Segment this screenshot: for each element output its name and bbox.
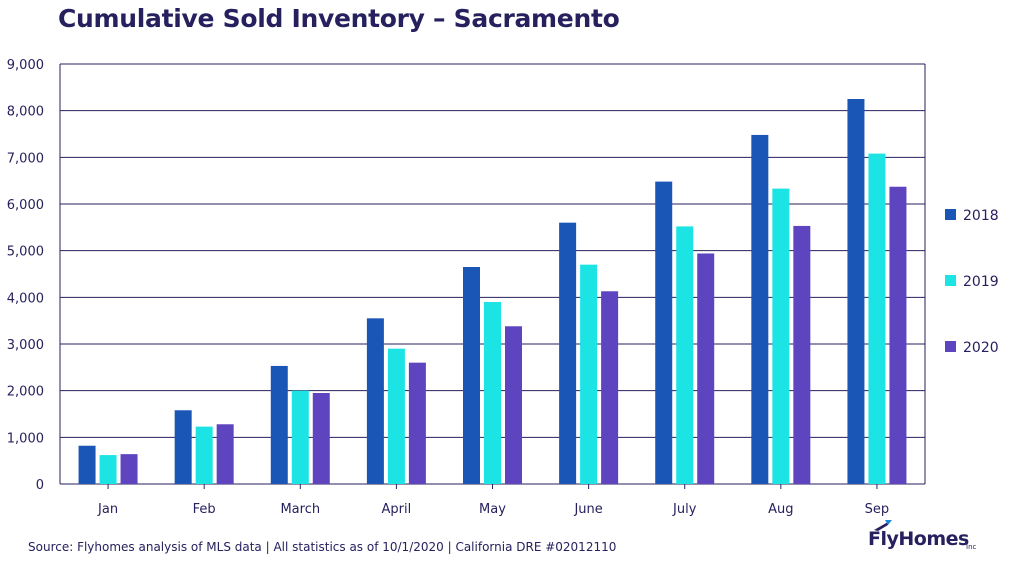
y-tick-label: 8,000 <box>7 105 44 120</box>
axes: 0 1,000 2,000 3,000 4,000 5,000 6,000 7,000 8,00… <box>7 58 889 517</box>
x-tick-label: June <box>573 502 602 517</box>
x-tick-label: April <box>382 502 412 517</box>
bar-2020 <box>216 424 234 484</box>
logo-text: FlyHomes <box>868 528 969 550</box>
bar-2019 <box>868 153 886 484</box>
bar-2020 <box>120 454 138 484</box>
legend-swatch-2018 <box>945 209 956 220</box>
logo-sub: Inc <box>966 543 977 551</box>
bar-2018 <box>751 134 769 484</box>
y-tick-label: 4,000 <box>7 291 44 306</box>
x-tick-label: July <box>672 502 697 517</box>
legend: 2018 2019 2020 <box>945 208 999 356</box>
bar-2019 <box>99 455 117 484</box>
bar-2020 <box>601 291 619 484</box>
bar-2019 <box>291 390 309 484</box>
legend-label: 2020 <box>963 340 999 356</box>
bar-2018 <box>463 267 480 484</box>
y-tick-label: 3,000 <box>7 338 44 353</box>
x-tick-label: Jan <box>97 502 118 517</box>
x-tick-label: Aug <box>768 502 793 517</box>
bar-2019 <box>772 188 790 484</box>
legend-label: 2019 <box>963 274 999 290</box>
bar-2019 <box>580 264 598 484</box>
y-tick-label: 0 <box>36 478 44 493</box>
source-note: Source: Flyhomes analysis of MLS data | … <box>28 540 617 554</box>
bar-2019 <box>195 426 213 484</box>
bar-2020 <box>408 362 426 484</box>
chart-title: Cumulative Sold Inventory – Sacramento <box>58 4 620 33</box>
bar-2020 <box>793 225 811 484</box>
y-tick-label: 7,000 <box>7 151 44 166</box>
bar-2020 <box>312 393 330 484</box>
legend-swatch-2019 <box>945 275 956 286</box>
x-tick-label: Sep <box>865 502 890 517</box>
bar-2020 <box>697 253 715 484</box>
y-tick-label: 6,000 <box>7 198 44 213</box>
x-tick-label: March <box>280 502 320 517</box>
bar-2020 <box>505 326 522 484</box>
bar-2019 <box>484 302 501 484</box>
bar-2018 <box>559 222 577 484</box>
bar-2019 <box>387 348 405 484</box>
x-tick-label: Feb <box>193 502 216 517</box>
bar-2018 <box>366 318 384 484</box>
flyhomes-logo: FlyHomes Inc <box>868 520 978 554</box>
bar-2018 <box>78 445 96 484</box>
bar-2019 <box>676 226 694 484</box>
logo-roof-icon <box>874 520 892 531</box>
bar-2018 <box>847 99 865 484</box>
bars <box>78 99 907 484</box>
y-tick-label: 2,000 <box>7 385 44 400</box>
y-tick-label: 9,000 <box>7 58 44 73</box>
y-tick-label: 5,000 <box>7 245 44 260</box>
bar-2018 <box>270 365 288 484</box>
bar-2018 <box>655 181 673 484</box>
bar-2020 <box>889 186 907 484</box>
legend-label: 2018 <box>963 208 999 224</box>
legend-swatch-2020 <box>945 341 956 352</box>
x-tick-label: May <box>479 502 506 517</box>
y-tick-label: 1,000 <box>7 431 44 446</box>
bar-2018 <box>174 410 192 484</box>
